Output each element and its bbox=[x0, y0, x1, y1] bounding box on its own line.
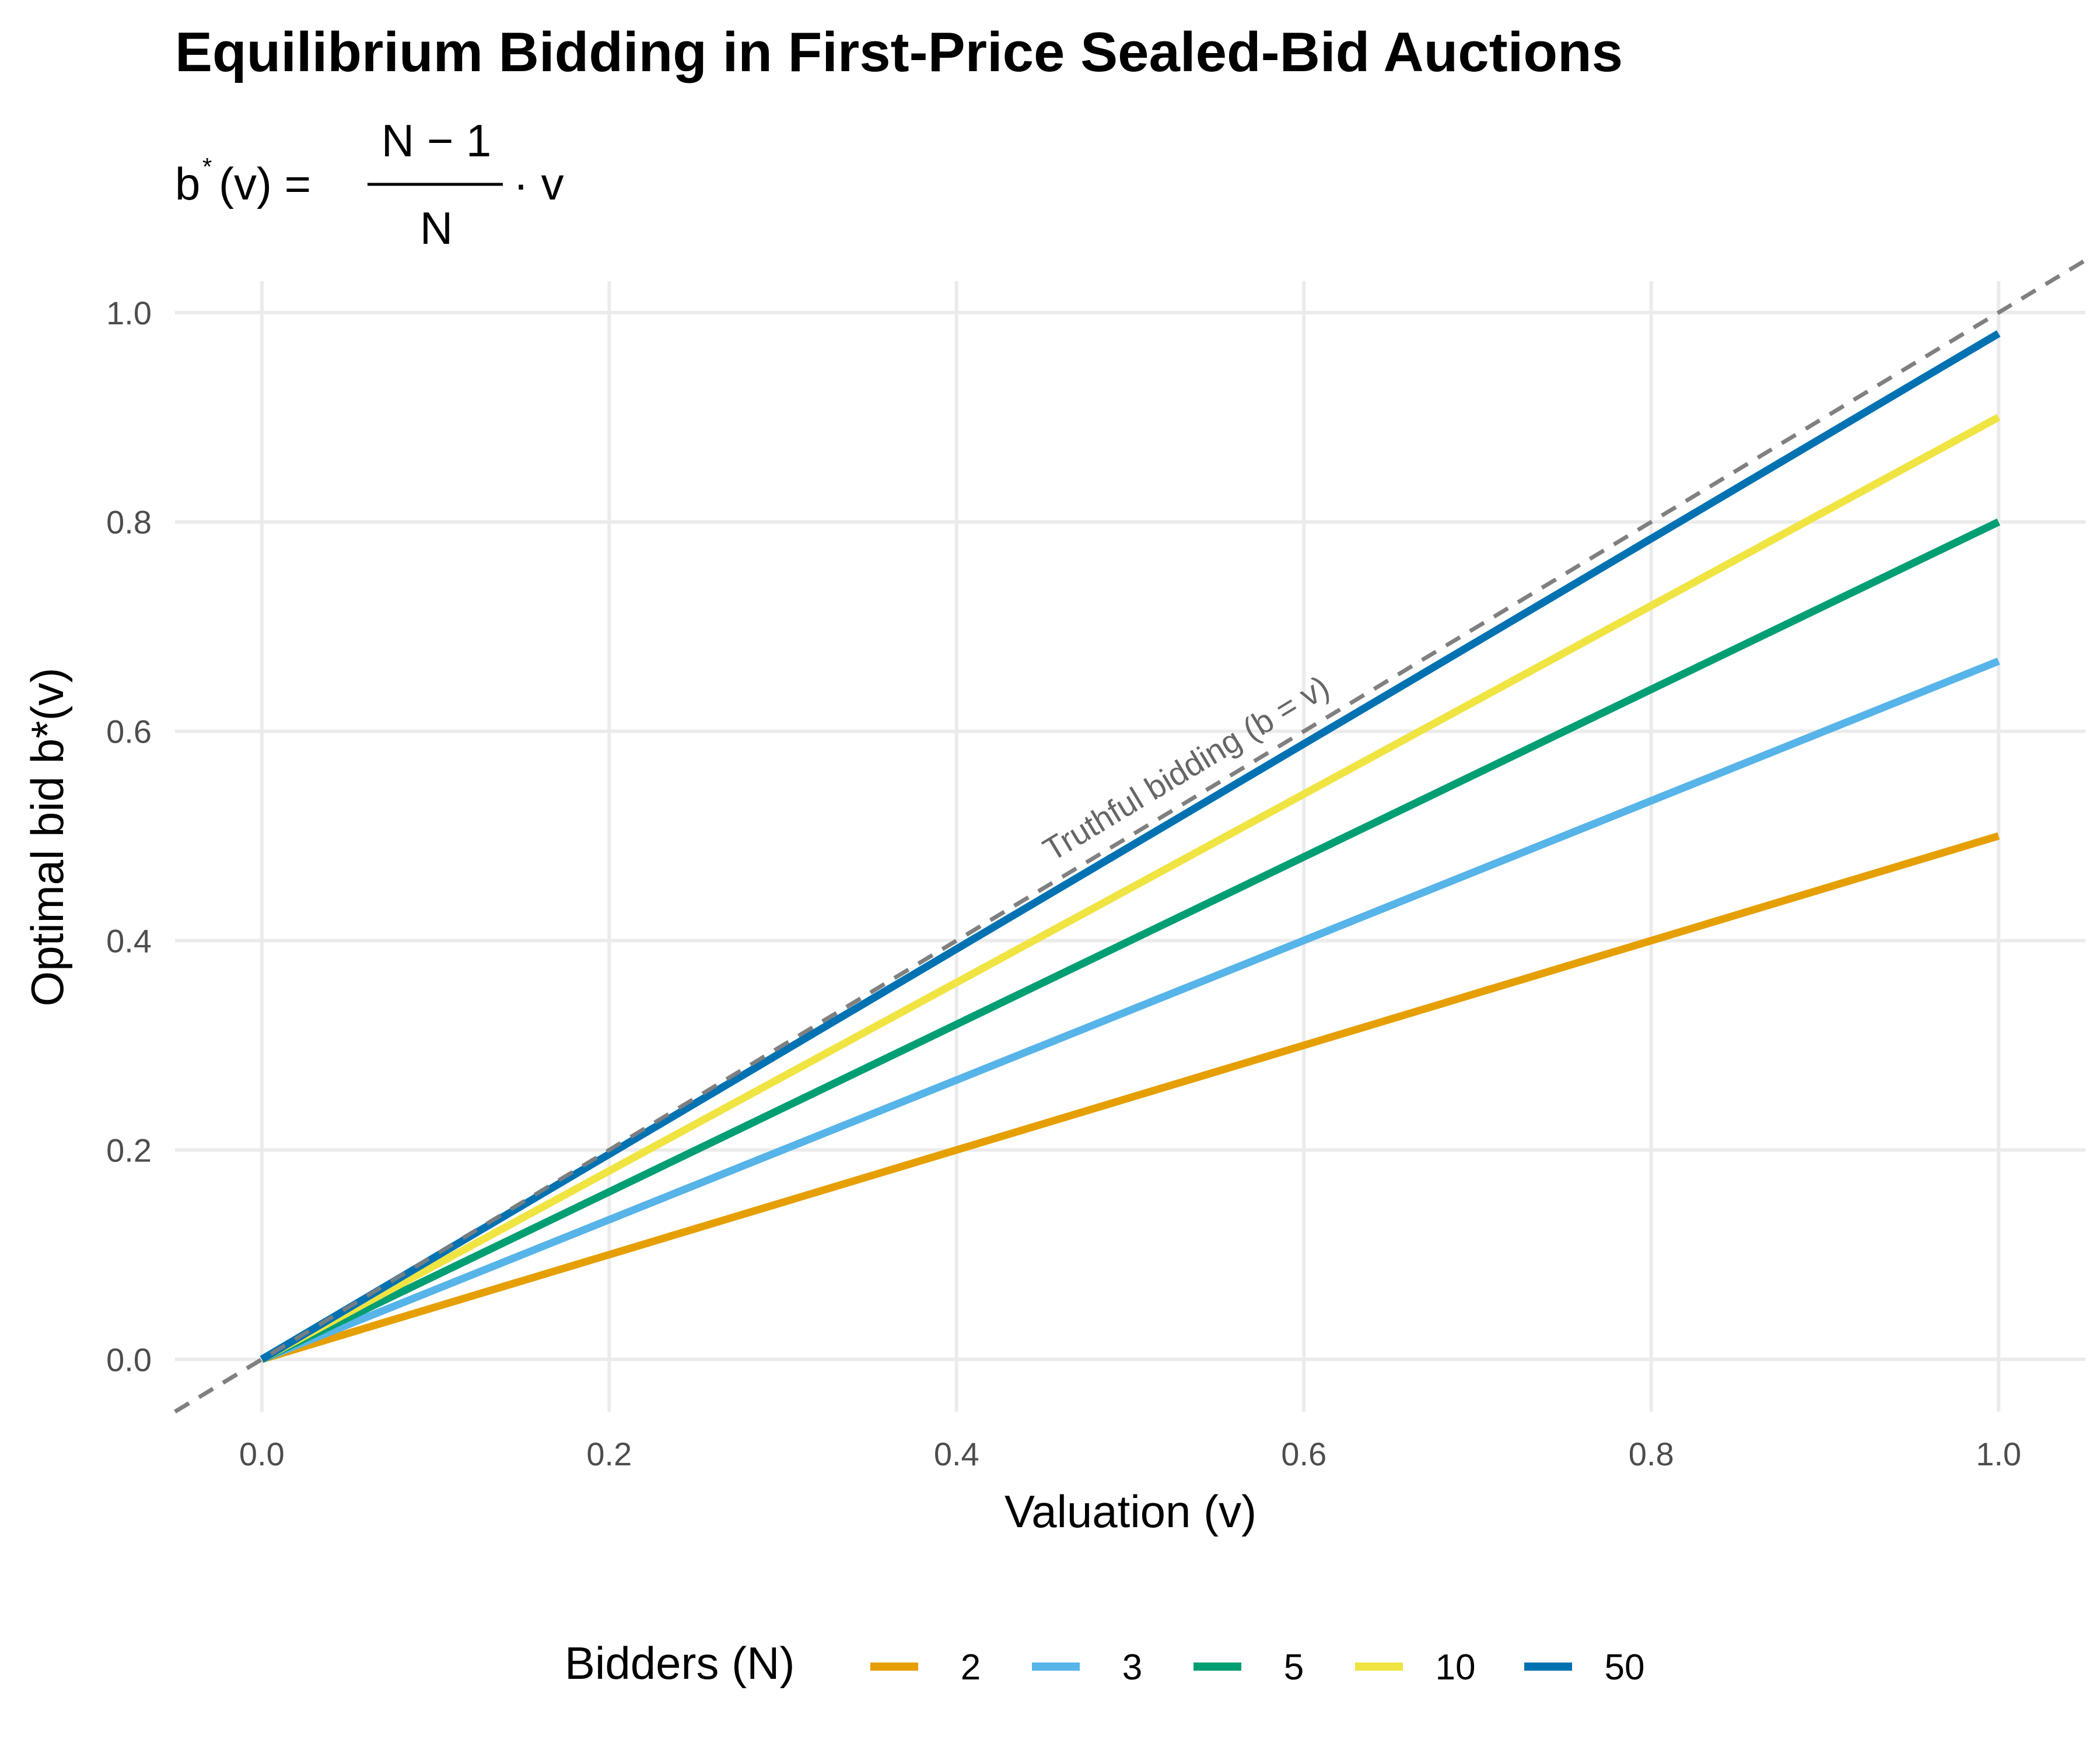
x-tick-label: 0.8 bbox=[1629, 1436, 1674, 1472]
series-line-n50 bbox=[260, 330, 2001, 1363]
y-tick-label: 0.0 bbox=[106, 1341, 152, 1378]
formula-lhs-sup: * bbox=[202, 153, 212, 180]
reference-line-label: Truthful bidding (b = v) bbox=[1037, 668, 1335, 868]
legend: Bidders (N) 2 3 5 10 50 bbox=[565, 1637, 1644, 1689]
legend-label-n5: 5 bbox=[1284, 1647, 1304, 1688]
tick-labels: 0.0 0.2 0.4 0.6 0.8 1.0 0.0 0.2 0.4 0.6 0.8 1.0 bbox=[106, 295, 2021, 1472]
legend-label-n3: 3 bbox=[1122, 1647, 1142, 1688]
series-line-n3 bbox=[260, 657, 2000, 1363]
series-line-n5 bbox=[260, 518, 2000, 1363]
x-tick-label: 0.6 bbox=[1281, 1436, 1326, 1472]
chart-title: Equilibrium Bidding in First-Price Seale… bbox=[175, 21, 1623, 83]
legend-label-n10: 10 bbox=[1436, 1647, 1476, 1688]
legend-title: Bidders (N) bbox=[565, 1637, 794, 1689]
y-tick-label: 0.2 bbox=[106, 1132, 152, 1168]
y-tick-label: 0.8 bbox=[106, 504, 152, 541]
x-tick-label: 0.0 bbox=[239, 1436, 285, 1472]
legend-label-n50: 50 bbox=[1605, 1647, 1645, 1688]
series-lines bbox=[174, 330, 2001, 1413]
series-line-n2 bbox=[260, 832, 2000, 1363]
y-axis-title: Optimal bid b*(v) bbox=[22, 668, 73, 1007]
formula-lhs-arg: (v) = bbox=[219, 158, 311, 209]
formula-lhs-base: b bbox=[175, 158, 200, 209]
reference-line-overlay bbox=[174, 886, 1045, 1413]
x-axis-title: Valuation (v) bbox=[1005, 1486, 1256, 1537]
y-tick-label: 1.0 bbox=[106, 295, 152, 331]
series-line-n10 bbox=[260, 414, 2001, 1363]
formula-denominator: N bbox=[420, 202, 453, 254]
legend-label-n2: 2 bbox=[961, 1647, 981, 1688]
x-tick-label: 0.4 bbox=[934, 1436, 979, 1472]
y-tick-label: 0.4 bbox=[106, 923, 152, 960]
x-tick-label: 0.2 bbox=[586, 1436, 632, 1472]
chart-subtitle-formula: b * (v) = N − 1 N · v bbox=[175, 115, 564, 254]
x-tick-label: 1.0 bbox=[1976, 1436, 2021, 1472]
grid-lines bbox=[175, 281, 2085, 1412]
formula-rhs: · v bbox=[513, 158, 564, 209]
y-tick-label: 0.6 bbox=[106, 713, 152, 750]
formula-numerator: N − 1 bbox=[382, 115, 492, 166]
